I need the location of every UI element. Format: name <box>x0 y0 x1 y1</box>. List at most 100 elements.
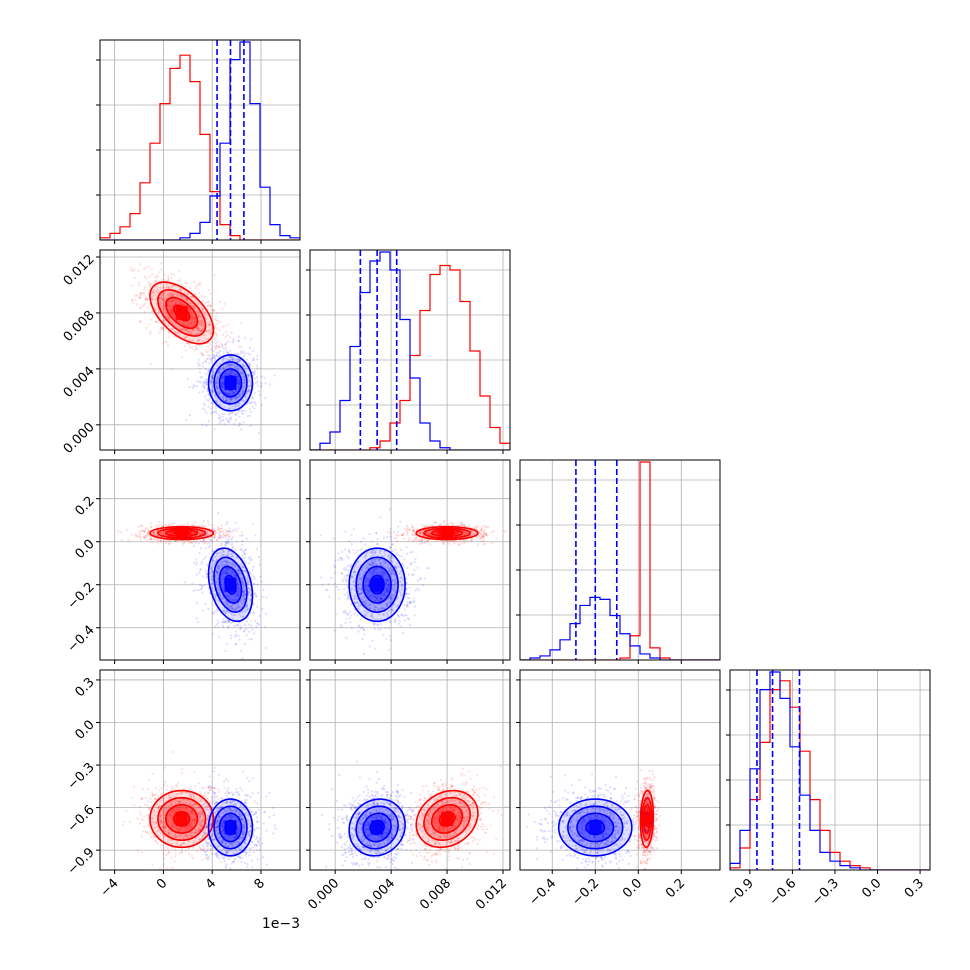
scatter-point <box>335 612 338 615</box>
scatter-point <box>179 301 182 304</box>
scatter-point <box>480 535 484 538</box>
scatter-point <box>234 397 237 400</box>
scatter-point <box>165 283 169 286</box>
scatter-point <box>217 567 220 570</box>
scatter-point <box>198 532 201 535</box>
scatter-point <box>165 296 168 299</box>
scatter-point <box>254 594 258 597</box>
scatter-point <box>221 376 224 380</box>
scatter-point <box>185 298 189 301</box>
scatter-point <box>241 391 244 394</box>
scatter-point <box>215 547 218 550</box>
scatter-point <box>367 563 370 566</box>
scatter-point <box>413 560 416 564</box>
scatter-point <box>175 293 178 296</box>
scatter-point <box>236 569 239 573</box>
scatter-point <box>181 303 184 306</box>
histogram-blue <box>100 41 300 240</box>
scatter-point <box>194 292 197 296</box>
scatter-point <box>136 535 139 538</box>
scatter-point <box>219 534 222 537</box>
scatter-point <box>216 552 219 555</box>
scatter-point <box>162 533 165 536</box>
scatter-point <box>225 571 228 574</box>
scatter-point <box>463 530 466 533</box>
scatter-point <box>412 529 416 532</box>
histogram-red <box>310 264 510 450</box>
scatter-point <box>143 536 147 539</box>
scatter-point <box>215 332 218 336</box>
scatter-point <box>202 609 205 612</box>
scatter-point <box>213 410 216 414</box>
scatter-point <box>217 386 220 389</box>
scatter-point <box>211 391 214 394</box>
contour-line <box>218 368 243 398</box>
scatter-point <box>226 594 229 598</box>
scatter-point <box>233 614 237 617</box>
scatter-point <box>385 587 389 590</box>
scatter-point <box>130 299 134 302</box>
scatter-point <box>236 605 239 608</box>
scatter-point <box>133 276 136 279</box>
scatter-point <box>321 583 324 586</box>
scatter-point <box>170 523 173 527</box>
scatter-point <box>244 570 247 573</box>
scatter-point <box>435 532 438 535</box>
scatter-point <box>265 612 268 616</box>
scatter-point <box>225 399 228 402</box>
scatter-point <box>201 525 205 528</box>
scatter-point <box>357 625 360 628</box>
scatter-point <box>419 532 422 535</box>
x-tick-label: 0.0 <box>859 876 884 901</box>
scatter-point <box>471 531 474 534</box>
scatter-point <box>190 322 194 325</box>
scatter-point <box>223 406 226 409</box>
scatter-point <box>400 533 403 536</box>
scatter-point <box>155 279 158 282</box>
scatter-point <box>451 540 455 543</box>
scatter-point <box>194 305 197 309</box>
scatter-point <box>203 525 206 528</box>
scatter-point <box>222 530 225 533</box>
scatter-point <box>405 604 409 607</box>
scatter-point <box>233 595 236 598</box>
scatter-point <box>448 542 451 546</box>
scatter-point <box>159 539 162 542</box>
scatter-point <box>197 588 200 592</box>
scatter-point <box>214 385 218 389</box>
scatter-point <box>234 367 237 370</box>
scatter-point <box>250 338 253 341</box>
scatter-point <box>246 574 249 577</box>
scatter-point <box>232 609 236 612</box>
scatter-point <box>421 531 424 534</box>
scatter-point <box>197 313 201 317</box>
scatter-point <box>232 561 235 565</box>
scatter-point <box>238 359 241 362</box>
scatter-point <box>348 551 352 554</box>
scatter-point <box>164 340 167 343</box>
scatter-point <box>469 530 473 533</box>
scatter-point <box>198 371 202 374</box>
scatter-point <box>234 573 237 576</box>
scatter-point <box>264 397 267 400</box>
scatter-point <box>237 527 240 530</box>
scatter-point <box>379 597 382 600</box>
scatter-point <box>151 294 155 298</box>
scatter-point <box>236 377 239 380</box>
scatter-point <box>261 607 264 611</box>
scatter-point <box>167 336 170 339</box>
scatter-point <box>216 539 219 542</box>
scatter-point <box>227 620 230 623</box>
scatter-point <box>373 551 377 554</box>
contour-line <box>213 361 248 405</box>
scatter-point <box>203 542 206 545</box>
scatter-point <box>201 423 204 426</box>
scatter-point <box>256 367 259 370</box>
scatter-point <box>184 281 187 284</box>
scatter-point <box>224 325 227 328</box>
scatter-point <box>168 523 171 526</box>
scatter-point <box>209 333 212 336</box>
scatter-point <box>161 296 164 299</box>
scatter-point <box>185 285 188 288</box>
scatter-point <box>218 588 221 591</box>
